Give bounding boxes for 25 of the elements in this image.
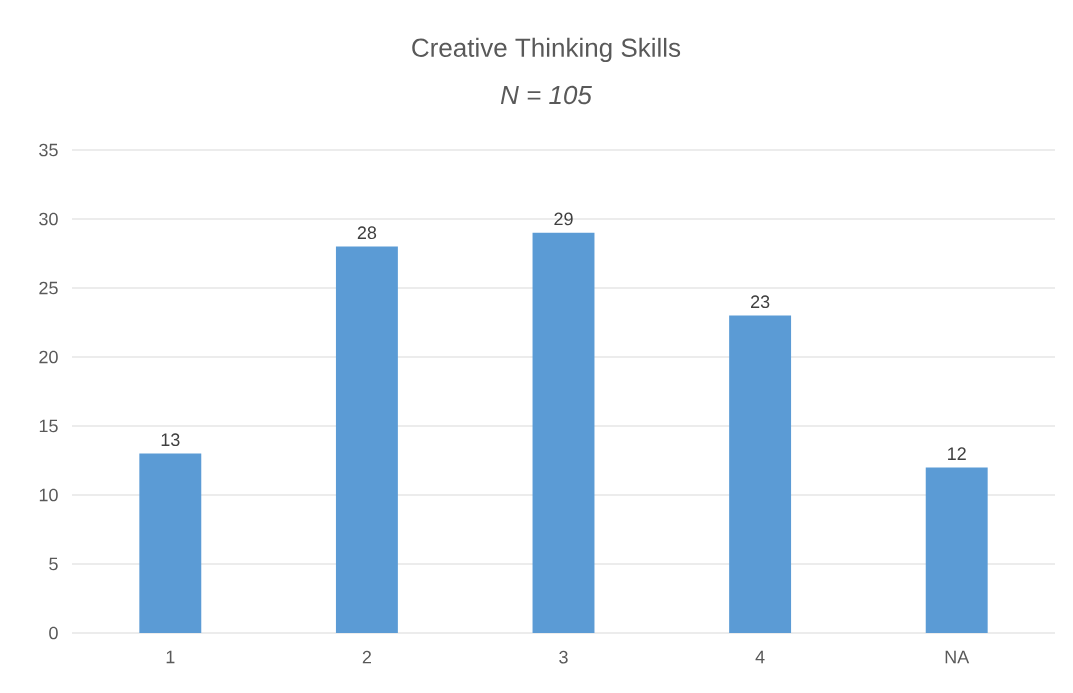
- bar: [532, 232, 595, 633]
- x-tick-label: 2: [362, 650, 372, 664]
- x-tick-label: 3: [559, 650, 568, 664]
- y-tick-label: 15: [39, 419, 58, 433]
- x-tick-label: NA: [945, 650, 970, 664]
- data-label: 23: [751, 295, 770, 309]
- x-tick-label: 4: [755, 650, 765, 664]
- bar: [925, 467, 988, 633]
- data-label: 28: [357, 226, 377, 240]
- y-tick-label: 10: [39, 488, 58, 502]
- y-tick-label: 25: [39, 281, 58, 295]
- data-label: 29: [554, 212, 573, 226]
- bar: [139, 453, 202, 633]
- y-tick-label: 20: [39, 350, 58, 364]
- chart-title: Creative Thinking Skills: [412, 37, 681, 63]
- y-tick-label: 35: [39, 143, 58, 157]
- bar: [729, 315, 792, 633]
- data-label: 12: [948, 447, 966, 460]
- y-tick-label: 5: [49, 557, 58, 571]
- y-tick-label: 30: [39, 212, 58, 226]
- y-tick-label: 0: [49, 626, 58, 640]
- x-tick-label: 1: [166, 650, 175, 664]
- chart-subtitle: N = 105: [500, 85, 592, 105]
- data-label: 13: [161, 433, 180, 447]
- bar: [335, 246, 398, 633]
